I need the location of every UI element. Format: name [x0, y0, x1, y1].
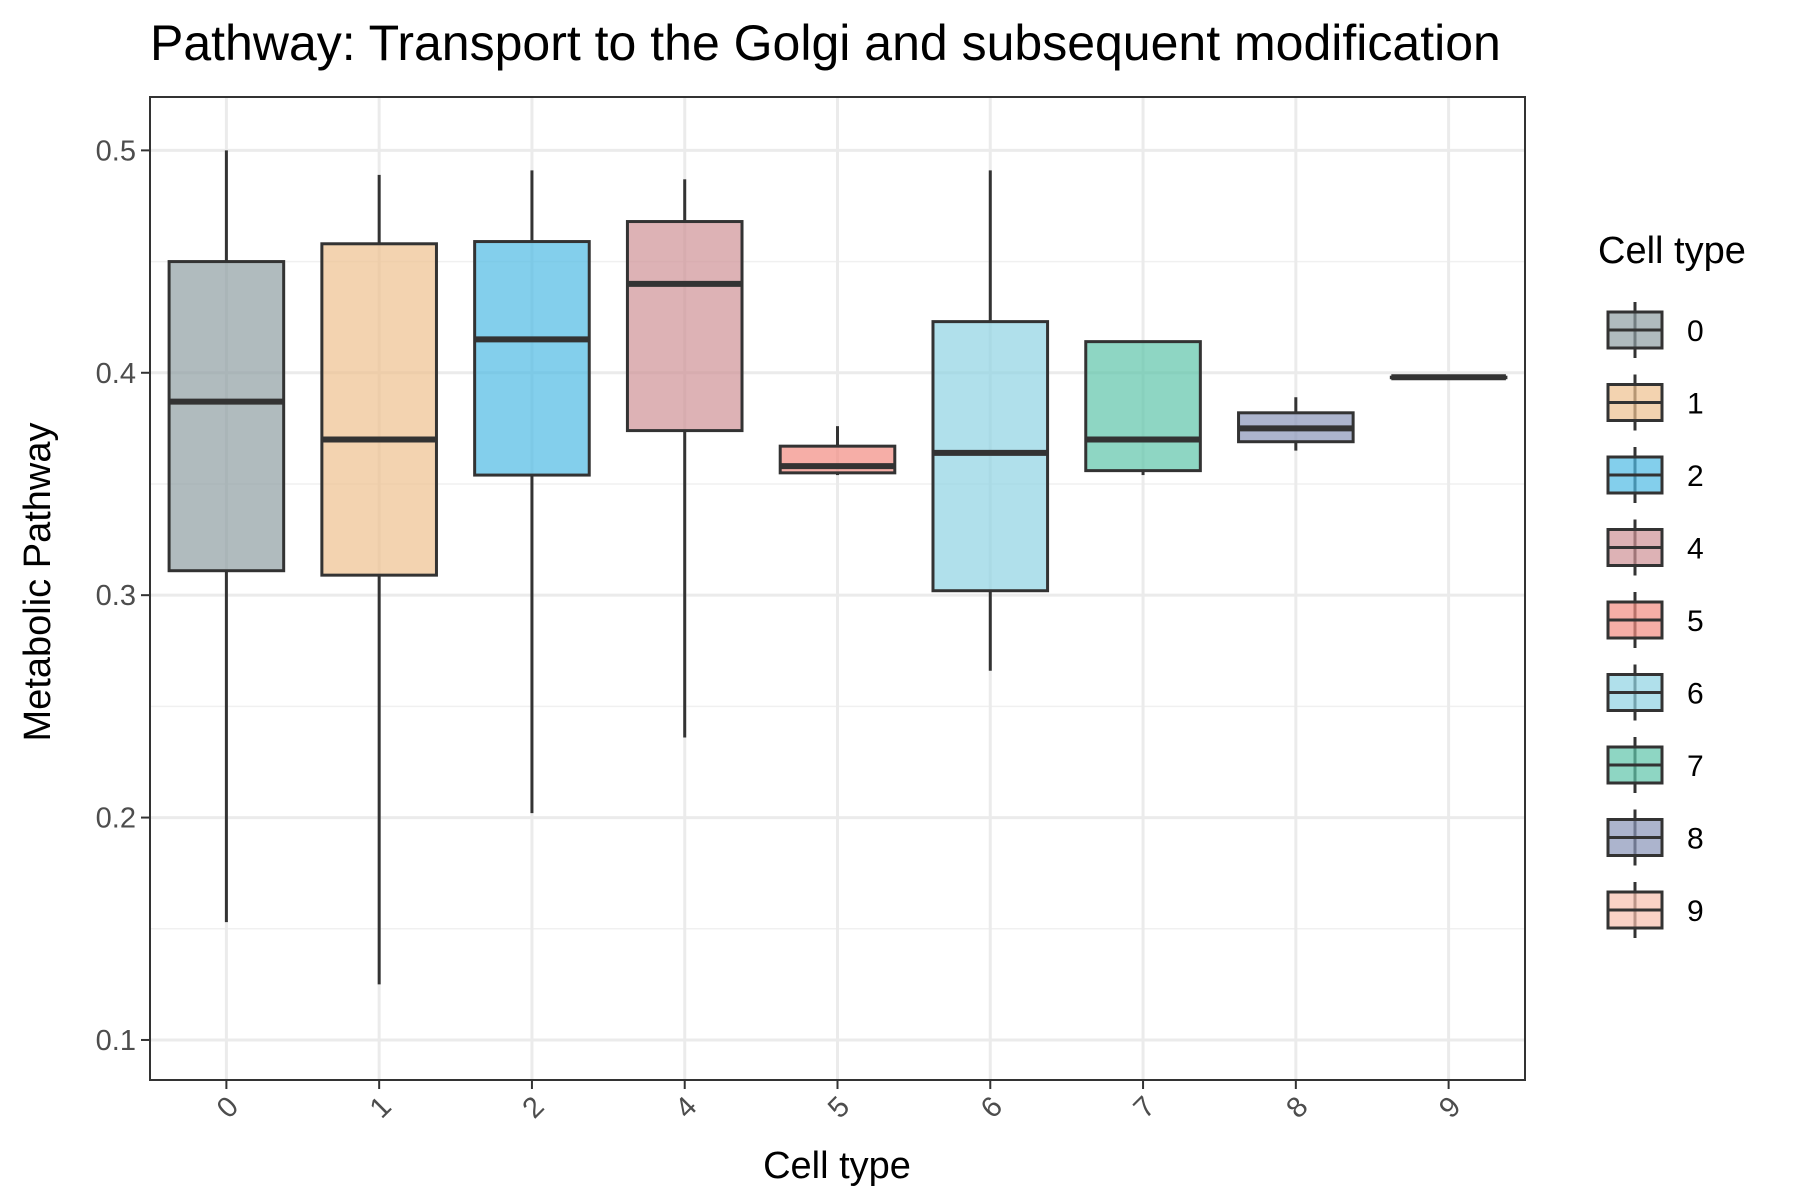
x-tick-label: 1 — [364, 1091, 398, 1125]
box-cell-type-5 — [778, 426, 897, 476]
legend-label: 0 — [1687, 315, 1704, 348]
legend-label: 4 — [1687, 533, 1704, 566]
box-iqr — [473, 240, 591, 477]
legend-title: Cell type — [1598, 230, 1746, 272]
x-tick-label: 9 — [1433, 1091, 1467, 1125]
legend: Cell type 0 1 2 4 5 6 7 8 9 — [1598, 230, 1746, 938]
legend-label: 7 — [1687, 750, 1704, 783]
box-cell-type-6 — [931, 170, 1050, 671]
x-tick-label: 0 — [211, 1091, 245, 1125]
legend-item-4: 4 — [1606, 519, 1704, 576]
boxes — [167, 150, 1508, 985]
box-cell-type-8 — [1237, 397, 1355, 451]
x-tick-label: 8 — [1280, 1091, 1314, 1125]
y-tick-label: 0.1 — [96, 1025, 136, 1057]
legend-label: 9 — [1687, 895, 1704, 928]
legend-item-2: 2 — [1606, 447, 1704, 503]
box-cell-type-9 — [1389, 374, 1508, 381]
legend-label: 1 — [1687, 388, 1704, 421]
legend-label: 6 — [1687, 678, 1704, 711]
box-cell-type-0 — [167, 150, 286, 923]
y-tick-label: 0.3 — [96, 580, 136, 612]
box-cell-type-2 — [473, 170, 591, 814]
legend-label: 8 — [1687, 823, 1704, 856]
x-tick-label: 7 — [1128, 1091, 1162, 1125]
y-tick-label: 0.4 — [96, 358, 136, 390]
legend-item-1: 1 — [1606, 374, 1704, 431]
x-axis-title: Cell type — [763, 1145, 911, 1187]
legend-label: 2 — [1687, 460, 1704, 493]
box-iqr — [320, 242, 438, 577]
x-axis: 0 1 2 4 5 6 7 8 9 — [211, 1080, 1467, 1125]
box-iqr — [1084, 340, 1202, 473]
box-cell-type-4 — [625, 179, 744, 738]
y-axis: 0.1 0.2 0.3 0.4 0.5 — [96, 135, 150, 1057]
y-axis-title: Metabolic Pathway — [17, 423, 59, 742]
x-tick-label: 5 — [822, 1091, 856, 1125]
box-iqr — [931, 320, 1050, 593]
legend-item-6: 6 — [1606, 664, 1704, 721]
legend-item-9: 9 — [1606, 882, 1704, 938]
box-iqr — [167, 260, 286, 573]
box-iqr — [625, 220, 744, 433]
legend-item-0: 0 — [1606, 302, 1704, 358]
y-tick-label: 0.5 — [96, 135, 136, 167]
x-tick-label: 4 — [669, 1091, 703, 1125]
x-tick-label: 6 — [975, 1091, 1009, 1125]
box-cell-type-7 — [1084, 340, 1202, 476]
legend-label: 5 — [1687, 605, 1704, 638]
legend-item-5: 5 — [1606, 592, 1704, 648]
y-tick-label: 0.2 — [96, 803, 136, 835]
x-tick-label: 2 — [517, 1091, 551, 1125]
chart-title: Pathway: Transport to the Golgi and subs… — [150, 15, 1501, 71]
legend-item-7: 7 — [1606, 737, 1704, 793]
legend-item-8: 8 — [1606, 809, 1704, 866]
box-cell-type-1 — [320, 174, 438, 985]
